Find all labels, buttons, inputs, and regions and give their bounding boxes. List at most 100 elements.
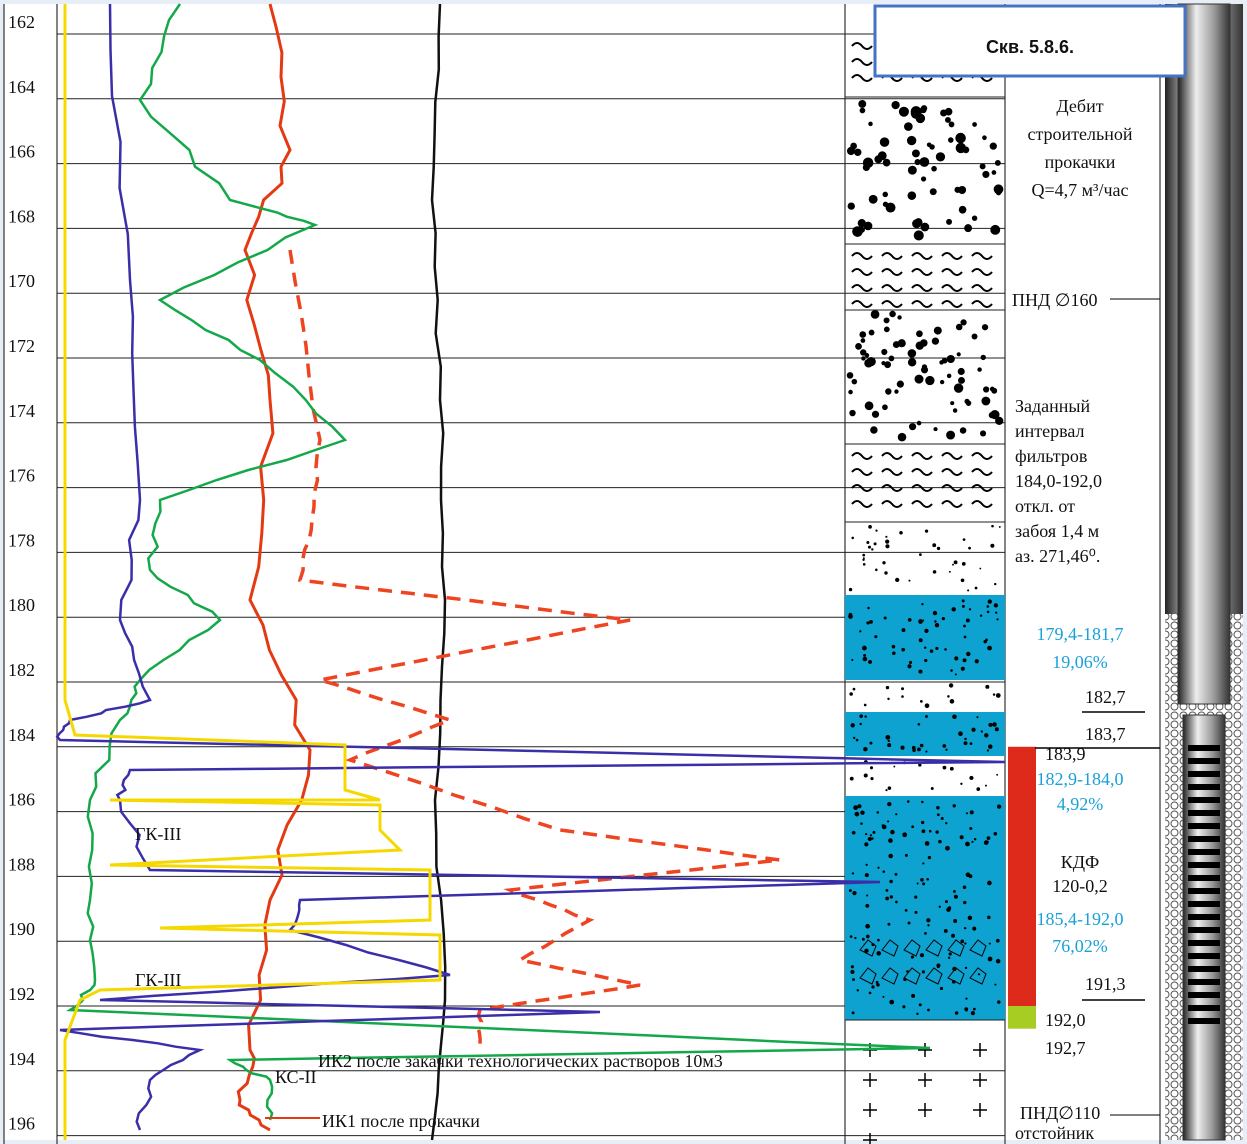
grain	[889, 895, 894, 899]
grain	[882, 158, 891, 167]
grain	[994, 159, 1001, 166]
grain	[939, 379, 945, 385]
grain	[938, 839, 942, 844]
curve-label: ИК2 после закачки технологических раство…	[318, 1051, 723, 1071]
grain	[967, 915, 973, 921]
grain	[989, 142, 997, 150]
depth-label: 180	[8, 595, 35, 615]
grain	[992, 722, 997, 727]
grain	[921, 602, 924, 606]
grain	[932, 543, 937, 548]
depth-label: 194	[8, 1049, 35, 1069]
grain	[877, 151, 887, 161]
grain	[927, 855, 932, 860]
grain	[875, 529, 878, 532]
grain	[913, 230, 924, 241]
grain	[922, 619, 925, 622]
grain	[865, 923, 870, 929]
grain	[977, 367, 982, 372]
screen-slot	[1188, 966, 1220, 972]
grain	[869, 834, 873, 837]
grain	[881, 348, 888, 356]
clay-symbol	[851, 500, 873, 508]
grain	[984, 733, 989, 738]
grain	[852, 891, 857, 896]
grain	[987, 915, 991, 920]
screen-slot	[1188, 784, 1220, 790]
grain	[871, 985, 875, 989]
grain	[989, 386, 995, 392]
grain	[951, 933, 955, 938]
grain	[994, 582, 997, 586]
grain	[972, 926, 977, 931]
note: интервал	[1015, 421, 1085, 441]
rock-symbol	[863, 1103, 877, 1117]
grain	[944, 900, 948, 904]
grain	[850, 723, 855, 728]
grain	[952, 563, 954, 566]
grain	[986, 605, 990, 608]
grain	[885, 685, 890, 690]
clay-symbol	[971, 452, 993, 460]
grain	[847, 202, 855, 210]
grain	[924, 703, 930, 709]
grain	[962, 885, 967, 889]
grain	[889, 879, 893, 884]
clay-symbol	[851, 252, 873, 260]
clay-symbol	[911, 500, 933, 508]
grain	[882, 995, 885, 998]
grain	[870, 426, 878, 434]
gravel	[881, 967, 899, 985]
depth-label: 190	[8, 919, 35, 939]
grain	[918, 619, 923, 624]
grain	[885, 789, 888, 792]
grain	[988, 722, 993, 727]
grain	[945, 748, 948, 751]
grain	[897, 432, 907, 442]
grain	[912, 219, 922, 229]
grain	[950, 401, 955, 406]
grain	[888, 853, 893, 859]
grain	[993, 831, 998, 836]
grain	[885, 535, 888, 538]
grain	[882, 561, 886, 565]
grain	[892, 651, 896, 655]
grain	[861, 356, 866, 361]
clay-symbol	[911, 452, 933, 460]
grain	[952, 408, 958, 413]
grain	[887, 922, 891, 926]
rock-symbol	[918, 1073, 932, 1087]
grain	[994, 983, 997, 986]
grain	[919, 743, 924, 748]
grain	[930, 786, 934, 790]
grain	[858, 99, 867, 108]
grain	[980, 730, 983, 733]
grain	[865, 863, 868, 866]
clay-symbol	[911, 468, 933, 476]
grain	[875, 568, 878, 572]
depth-label: 162	[8, 12, 35, 32]
grain	[985, 684, 990, 689]
grain	[976, 716, 979, 719]
depth-mark: 182,7	[1085, 687, 1126, 707]
curve-label: ИК1 после прокачки	[322, 1111, 480, 1131]
grain	[859, 714, 863, 718]
grain	[869, 741, 873, 745]
grain	[921, 800, 924, 804]
gravel	[947, 939, 965, 957]
grain	[979, 567, 982, 570]
grain	[889, 310, 896, 318]
grain	[862, 558, 865, 561]
grain	[864, 353, 870, 358]
grain	[924, 628, 929, 633]
gk-curve	[55, 3, 1006, 1131]
clay-symbol	[971, 300, 993, 308]
grain	[965, 997, 968, 1000]
grain	[851, 1011, 855, 1015]
grain	[967, 589, 970, 592]
grain	[876, 951, 882, 956]
grain	[887, 739, 890, 743]
grain	[907, 349, 917, 358]
grain	[859, 107, 866, 114]
clay-symbol	[851, 74, 873, 82]
